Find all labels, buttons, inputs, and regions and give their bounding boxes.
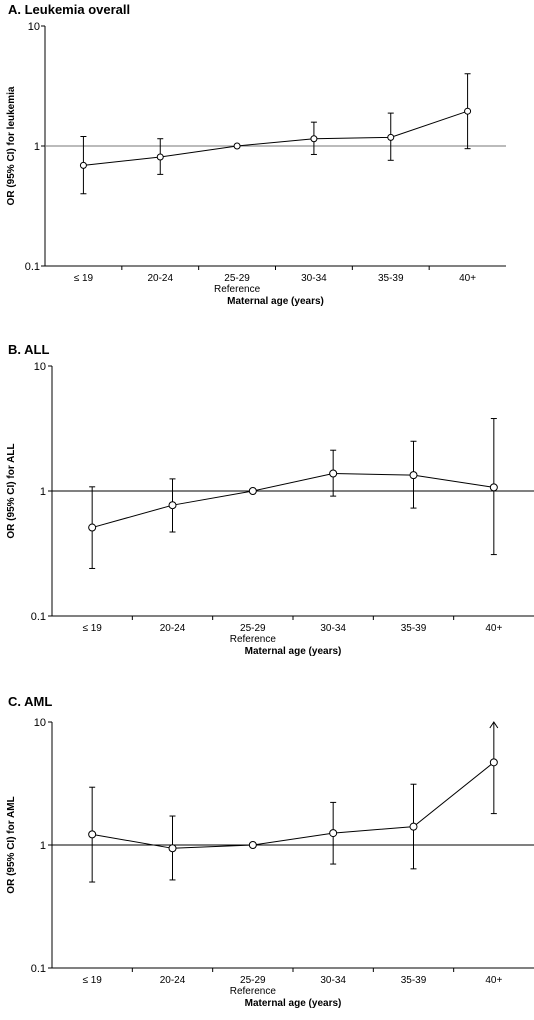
x-tick-label: ≤ 19 bbox=[74, 273, 94, 284]
x-tick-label: 40+ bbox=[485, 623, 502, 634]
x-tick-label: 25-29 bbox=[240, 975, 266, 986]
series-line bbox=[83, 110, 468, 166]
panel-aml: C. AML 0.1 1 10 ≤ 19 20-24 25-29 30-34 35-39 40+… bbox=[0, 694, 534, 1020]
y-tick-label: 1 bbox=[40, 840, 46, 852]
data-point bbox=[387, 133, 395, 141]
x-axis-title: Maternal age (years) bbox=[245, 998, 342, 1009]
series-line bbox=[92, 761, 495, 849]
data-point bbox=[88, 830, 97, 839]
data-point bbox=[248, 487, 257, 495]
data-point bbox=[310, 135, 318, 143]
x-tick-label: 30-34 bbox=[301, 273, 327, 284]
x-tick-label: 25-29 bbox=[224, 273, 250, 284]
y-tick-label: 10 bbox=[34, 717, 46, 729]
panel-leukemia-overall: A. Leukemia overall 0.1 1 10 ≤ 19 20-24 25-29… bbox=[0, 2, 534, 322]
x-tick-label: 20-24 bbox=[160, 975, 186, 986]
x-tick-label: 20-24 bbox=[160, 623, 186, 634]
x-tick-label: 40+ bbox=[485, 975, 502, 986]
x-tick-label: 35-39 bbox=[401, 623, 427, 634]
data-point bbox=[329, 469, 338, 478]
panel-all: B. ALL 0.1 1 10 ≤ 19 20-24 25-29 30-34 35-39 40+… bbox=[0, 342, 534, 666]
chart-all: 0.1 1 10 ≤ 19 20-24 25-29 30-34 35-39 40+ Referen… bbox=[6, 361, 534, 657]
y-tick-label: 10 bbox=[34, 361, 46, 373]
chart-title: A. Leukemia overall bbox=[8, 2, 131, 17]
y-axis-title: OR (95% CI) for AML bbox=[6, 796, 17, 893]
y-axis-title: OR (95% CI) for ALL bbox=[6, 443, 17, 538]
x-axis-title: Maternal age (years) bbox=[227, 296, 324, 307]
x-tick-label: 40+ bbox=[459, 273, 476, 284]
reference-category-label: Reference bbox=[230, 634, 277, 645]
data-point bbox=[489, 483, 498, 492]
y-tick-label: 0.1 bbox=[31, 611, 46, 623]
reference-category-label: Reference bbox=[230, 986, 277, 997]
x-tick-label: ≤ 19 bbox=[82, 623, 102, 634]
reference-category-label: Reference bbox=[214, 284, 261, 295]
x-tick-label: 30-34 bbox=[320, 623, 346, 634]
y-tick-label: 1 bbox=[40, 486, 46, 498]
data-point bbox=[168, 844, 177, 853]
y-axis-title: OR (95% CI) for leukemia bbox=[6, 86, 17, 205]
data-point bbox=[464, 107, 472, 115]
data-point bbox=[88, 523, 97, 532]
chart-leukemia-overall: 0.1 1 10 ≤ 19 20-24 25-29 30-34 35-39 40+ Referen… bbox=[6, 21, 506, 307]
data-point bbox=[248, 841, 257, 849]
y-tick-label: 0.1 bbox=[31, 963, 46, 975]
x-tick-label: 20-24 bbox=[147, 273, 173, 284]
data-point bbox=[329, 829, 338, 838]
x-tick-label: 25-29 bbox=[240, 623, 266, 634]
chart-title: B. ALL bbox=[8, 342, 50, 357]
data-point bbox=[168, 501, 177, 510]
data-point bbox=[409, 471, 418, 480]
y-tick-label: 1 bbox=[34, 141, 40, 153]
chart-title: C. AML bbox=[8, 694, 53, 709]
data-point bbox=[156, 153, 164, 161]
x-tick-label: 30-34 bbox=[320, 975, 346, 986]
data-point bbox=[79, 161, 87, 169]
series-line bbox=[92, 473, 494, 529]
chart-aml: 0.1 1 10 ≤ 19 20-24 25-29 30-34 35-39 40+ Referen… bbox=[6, 717, 534, 1009]
x-tick-label: 35-39 bbox=[401, 975, 427, 986]
x-tick-label: 35-39 bbox=[378, 273, 404, 284]
data-point bbox=[409, 822, 418, 831]
error-arrow bbox=[489, 721, 499, 729]
x-axis-title: Maternal age (years) bbox=[245, 646, 342, 657]
data-point bbox=[233, 142, 241, 150]
y-tick-label: 0.1 bbox=[25, 261, 40, 273]
data-point bbox=[489, 758, 498, 767]
y-tick-label: 10 bbox=[28, 21, 40, 33]
x-tick-label: ≤ 19 bbox=[82, 975, 102, 986]
